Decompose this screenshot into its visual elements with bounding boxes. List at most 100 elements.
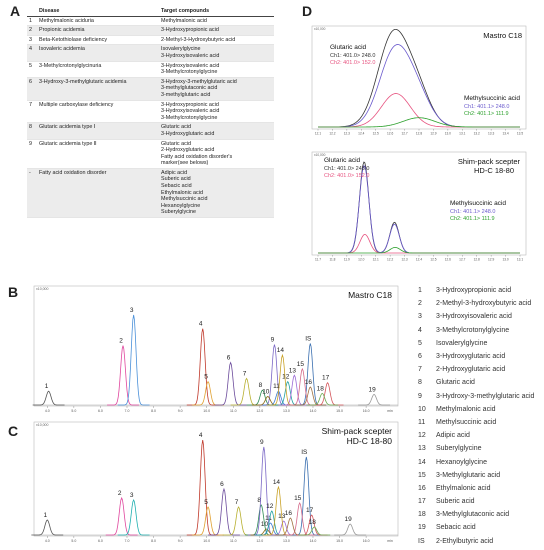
x-tick-label: 13.0 <box>283 539 290 543</box>
legend-number: 16 <box>418 484 426 492</box>
legend-item: 5 Isovalerylglycine <box>418 337 544 350</box>
table-row: 8 Glutaric acidemia type Ⅰ Glutaric acid 3-… <box>27 123 274 140</box>
y-scale-label: x10,000 <box>314 153 326 157</box>
legend-item: 9 3-Hydroxy-3-methylglutaric acid <box>418 390 544 403</box>
peak-label-12: 12 <box>266 503 274 510</box>
peak-label-6: 6 <box>227 355 231 362</box>
target-compound: 2-Methyl-3-Hydroxybutyric acid <box>161 36 236 43</box>
peak-label-15: 15 <box>297 361 305 368</box>
legend-name: Hexanoylglycine <box>436 458 487 466</box>
target-compound: marker(see belows) <box>161 160 209 167</box>
peak-label-9: 9 <box>260 439 264 446</box>
panel-letter-b: B <box>8 284 19 300</box>
x-tick-label: 13.0 <box>502 258 508 262</box>
legend-number: 7 <box>418 366 422 374</box>
y-scale-label: x10,000 <box>36 287 49 291</box>
peak-trace-1 <box>32 390 65 406</box>
peak-trace-16 <box>294 386 327 406</box>
x-tick-label: 16.0 <box>363 409 370 413</box>
plot-frame <box>33 421 399 537</box>
zoom-trace <box>318 247 520 254</box>
target-compound: Sebacic acid <box>161 183 192 190</box>
x-tick-label: 16.0 <box>363 539 370 543</box>
peak-label-2: 2 <box>118 490 122 497</box>
target-compound: Methylmalonic acid <box>161 17 207 24</box>
legend-name: Adipic acid <box>436 432 470 440</box>
channel-1-label: Ch1: 401.0> 248.0 <box>324 166 369 172</box>
peak-label-17: 17 <box>306 507 314 514</box>
table-row: 6 3-Hydroxy-3-methylglutaric acidemia 3-Hy… <box>27 77 274 101</box>
legend-name: 3-Hydroxyglutaric acid <box>436 353 506 361</box>
peak-trace-IS <box>290 456 323 536</box>
row-number: 8 <box>29 124 32 131</box>
panel-letter-c: C <box>8 423 19 439</box>
legend-item: 2 2-Methyl-3-hydroxybutyric acid <box>418 297 544 310</box>
x-tick-label: 12.4 <box>416 258 422 262</box>
x-tick-label: 13.1 <box>517 258 523 262</box>
legend-name: 2-Hydroxyglutaric acid <box>436 366 506 374</box>
peak-trace-6 <box>208 487 240 536</box>
legend-item: 10 Methylmalonic acid <box>418 403 544 416</box>
row-disease: Glutaric acidemia type Ⅱ <box>39 140 97 147</box>
row-targets: 3-Hydroxypropionic acid 3-Hydroxyisovaler… <box>161 102 274 122</box>
legend-name: Sebacic acid <box>436 524 476 532</box>
legend-item: 16 Ethylmalonic acid <box>418 482 544 495</box>
row-disease: Fatty acid oxidation disorder <box>39 169 107 176</box>
peak-label-7: 7 <box>235 499 239 506</box>
legend-item: 7 2-Hydroxyglutaric acid <box>418 363 544 376</box>
peak-label-14: 14 <box>273 479 281 486</box>
row-targets: Glutaric acid 3-Hydroxyglutaric acid <box>161 124 274 137</box>
row-targets: Glutaric acid 2-Hydroxyglutaric acid Fatty… <box>161 141 274 167</box>
legend-number: 19 <box>418 524 426 532</box>
row-number: 1 <box>29 17 32 24</box>
row-targets: 3-Hydroxypropionic acid <box>161 27 274 34</box>
x-tick-label: 12.2 <box>329 132 335 136</box>
compound-legend: 1 3-Hydroxypropionic acid 2 2-Methyl-3-hydr… <box>418 284 544 548</box>
chart-title: Mastro C18 <box>483 31 522 40</box>
chart-title-line1: Shim-pack scepter <box>458 157 521 166</box>
peak-label-18: 18 <box>317 385 325 392</box>
channel-2-label: Ch2: 401.1> 111.9 <box>464 111 509 117</box>
legend-name: Ethylmalonic acid <box>436 484 491 492</box>
row-number: 3 <box>29 36 32 43</box>
legend-item: 3 3-Hydroxyisovaleric acid <box>418 310 544 323</box>
peak-label-5: 5 <box>204 499 208 506</box>
x-tick-label: 8.0 <box>151 539 156 543</box>
x-tick-label: 12.6 <box>387 132 393 136</box>
target-compound: Adipic acid <box>161 169 188 176</box>
peak-label-1: 1 <box>43 512 47 519</box>
table-row: 7 Multiple carboxylase deficiency 3-Hydrox… <box>27 101 274 124</box>
peak-label-IS: IS <box>301 449 308 456</box>
channel-2-label: Ch2: 401.0> 152.0 <box>330 60 375 66</box>
row-disease: Glutaric acidemia type Ⅰ <box>39 124 96 131</box>
x-tick-label: 12.8 <box>474 258 480 262</box>
legend-number: 2 <box>418 300 422 308</box>
legend-number: 4 <box>418 326 422 334</box>
legend-number: 5 <box>418 339 422 347</box>
x-tick-label: min <box>387 539 393 543</box>
x-tick-label: 12.1 <box>373 258 379 262</box>
x-tick-label: 12.5 <box>430 258 436 262</box>
disease-table: Disease Target compounds 1 Methylmalonic … <box>27 7 274 219</box>
channel-1-label: Ch1: 401.0> 248.0 <box>330 53 375 59</box>
x-tick-label: 12.7 <box>401 132 407 136</box>
row-targets: Adipic acid Suberic acid Sebacic acid Ethyl… <box>161 170 274 216</box>
peak-label-15: 15 <box>294 495 302 502</box>
panel-letter-d: D <box>302 3 313 19</box>
legend-number: 15 <box>418 471 426 479</box>
target-compound: Methylsuccinic acid <box>161 196 208 203</box>
peak-label-17: 17 <box>322 375 330 382</box>
chromatogram-c-shimpack: x10,000 4.0 5.0 6.0 7.0 8.0 9.0 10.0 11.0 12.0 13.… <box>31 421 399 543</box>
legend-name: 3-Hydroxypropionic acid <box>436 287 512 295</box>
legend-name: Glutaric acid <box>436 379 475 387</box>
channel-1-label: Ch1: 401.1> 248.0 <box>464 104 509 110</box>
row-disease: Isovaleric acidemia <box>39 46 85 53</box>
legend-name: 3-Hydroxyisovaleric acid <box>436 313 512 321</box>
target-compound: 3-methylglutaric acid <box>161 91 211 98</box>
peak-label-4: 4 <box>199 321 203 328</box>
peak-label-3: 3 <box>130 307 134 314</box>
row-disease: Beta-Ketothiolase deficiency <box>39 36 108 43</box>
x-tick-label: 12.2 <box>387 258 393 262</box>
target-compound: 3-Hydroxyisovaleric acid <box>161 52 220 59</box>
peak-label-2: 2 <box>119 338 123 345</box>
